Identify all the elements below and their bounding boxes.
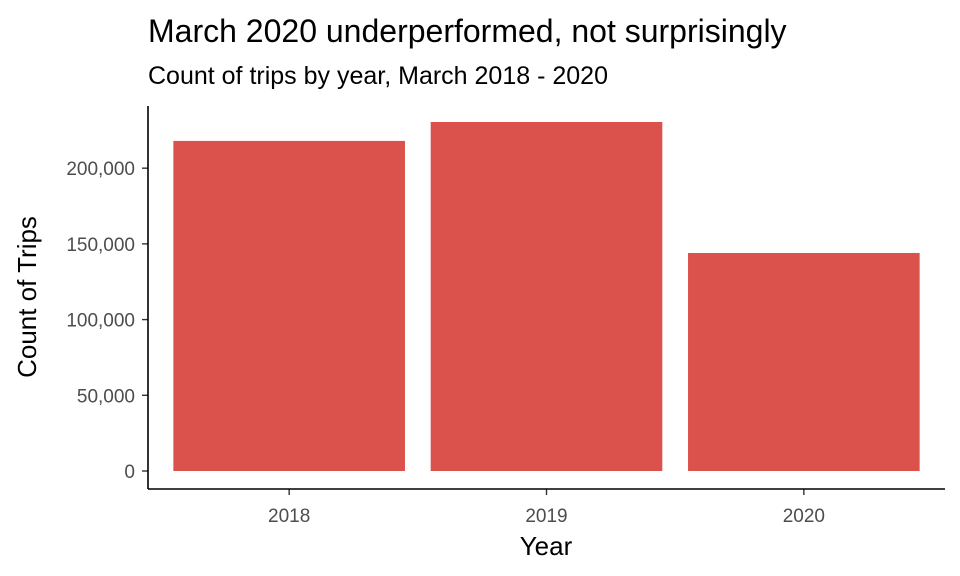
y-tick-label-150000: 150,000 xyxy=(66,235,135,256)
x-axis-title: Year xyxy=(520,531,573,561)
y-tick-label-200000: 200,000 xyxy=(66,159,135,180)
chart-title: March 2020 underperformed, not surprisin… xyxy=(148,13,787,49)
y-tick-label-100000: 100,000 xyxy=(66,311,135,332)
chart-subtitle: Count of trips by year, March 2018 - 202… xyxy=(148,62,608,90)
y-axis-ticks: 0 50,000 100,000 150,000 200,000 xyxy=(66,159,148,483)
y-tick-label-50000: 50,000 xyxy=(77,386,135,407)
x-tick-label-2019: 2019 xyxy=(525,506,567,527)
x-axis-ticks: 2018 2019 2020 xyxy=(268,489,825,527)
x-tick-label-2020: 2020 xyxy=(783,506,825,527)
bar-2018 xyxy=(173,140,405,471)
x-tick-label-2018: 2018 xyxy=(268,506,310,527)
bar-2019 xyxy=(430,122,663,471)
bars-group xyxy=(173,122,920,471)
y-tick-label-0: 0 xyxy=(124,462,135,483)
y-axis-title: Count of Trips xyxy=(12,216,42,378)
bar-2020 xyxy=(688,252,920,471)
